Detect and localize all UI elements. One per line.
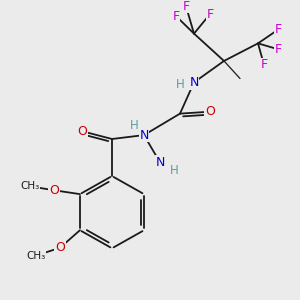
Text: F: F [260, 58, 268, 71]
Text: N: N [139, 129, 149, 142]
Text: O: O [49, 184, 59, 197]
Text: N: N [155, 156, 165, 169]
Text: O: O [205, 105, 215, 118]
Text: O: O [77, 125, 87, 138]
Text: F: F [206, 8, 214, 21]
Text: H: H [176, 78, 184, 91]
Text: CH₃: CH₃ [26, 250, 46, 261]
Text: F: F [172, 10, 180, 22]
Text: H: H [130, 119, 138, 132]
Text: F: F [182, 0, 190, 13]
Text: H: H [169, 164, 178, 177]
Text: F: F [274, 23, 282, 36]
Text: O: O [55, 241, 65, 254]
Text: F: F [274, 43, 282, 56]
Text: N: N [189, 76, 199, 89]
Text: CH₃: CH₃ [20, 181, 40, 191]
